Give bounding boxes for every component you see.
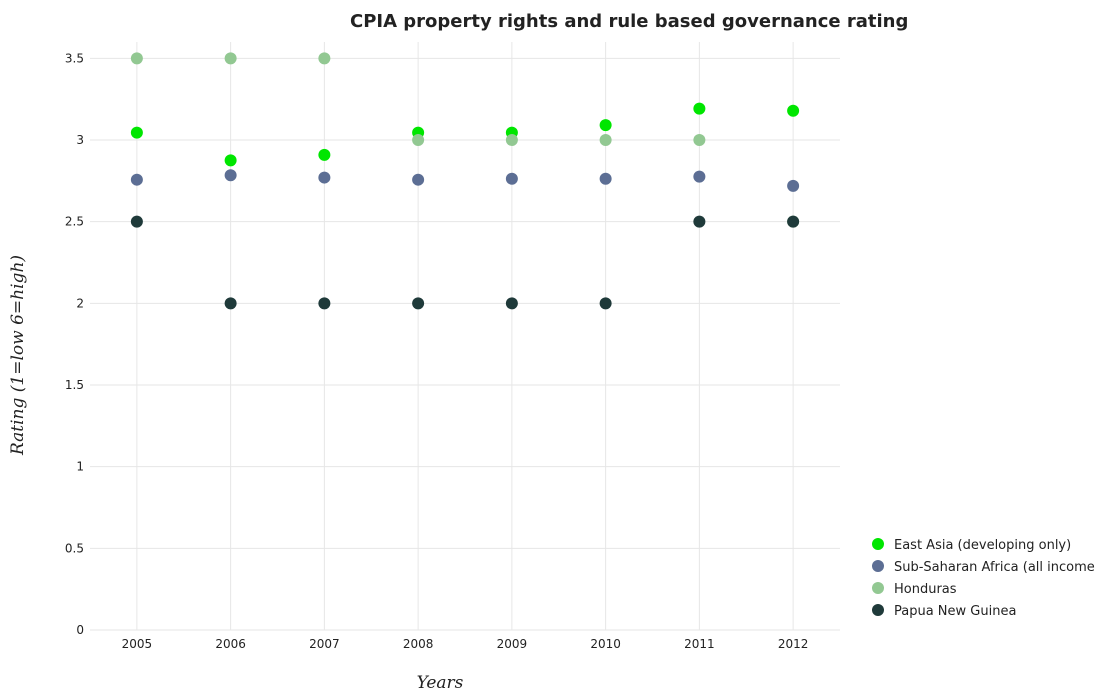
point-series-1 <box>130 173 143 186</box>
point-series-2 <box>412 134 425 146</box>
point-series-0 <box>224 154 237 167</box>
point-series-0 <box>599 119 612 132</box>
data-points <box>130 52 800 310</box>
point-series-2 <box>224 52 237 65</box>
point-series-1 <box>787 179 800 192</box>
x-tick-label: 2008 <box>403 637 434 651</box>
point-series-3 <box>412 297 425 310</box>
point-series-3 <box>224 297 237 310</box>
point-series-3 <box>318 297 331 310</box>
point-series-2 <box>599 134 612 146</box>
x-tick-label: 2005 <box>122 637 153 651</box>
x-axis-label: Years <box>417 673 464 693</box>
legend-marker <box>872 582 884 594</box>
legend-marker <box>872 538 884 550</box>
grid <box>90 42 840 631</box>
point-series-3 <box>693 215 706 228</box>
legend: East Asia (developing only) Sub-Saharan A… <box>872 538 1097 619</box>
y-tick-label: 0 <box>76 623 84 637</box>
point-series-1 <box>505 172 518 185</box>
y-tick-label: 1 <box>76 460 84 474</box>
legend-marker <box>872 604 884 616</box>
legend-label: Honduras <box>894 582 957 597</box>
y-tick-label: 2 <box>76 296 84 310</box>
y-axis-label: Rating (1=low 6=high) <box>8 255 28 456</box>
y-tick-label: 0.5 <box>65 541 84 555</box>
x-tick-label: 2011 <box>684 637 715 651</box>
y-tick-label: 1.5 <box>65 378 84 392</box>
point-series-0 <box>787 104 800 117</box>
point-series-1 <box>318 171 331 184</box>
y-tick-label: 3 <box>76 133 84 147</box>
point-series-3 <box>505 297 518 310</box>
x-tick-label: 2009 <box>497 637 528 651</box>
point-series-1 <box>599 172 612 185</box>
legend-label: East Asia (developing only) <box>894 538 1071 553</box>
y-axis-ticks: 0 0.5 1 1.5 2 2.5 3 3.5 <box>65 51 84 637</box>
point-series-2 <box>693 134 706 146</box>
point-series-1 <box>224 169 237 182</box>
x-axis-ticks: 2005 2006 2007 2008 2009 2010 2011 2012 <box>122 637 809 651</box>
legend-label: Papua New Guinea <box>894 604 1016 619</box>
x-tick-label: 2010 <box>590 637 621 651</box>
point-series-2 <box>505 134 518 146</box>
chart-title: CPIA property rights and rule based gove… <box>350 11 908 32</box>
point-series-0 <box>318 148 331 161</box>
x-tick-label: 2012 <box>778 637 809 651</box>
x-tick-label: 2006 <box>215 637 246 651</box>
legend-marker <box>872 560 884 572</box>
x-tick-label: 2007 <box>309 637 340 651</box>
point-series-0 <box>130 126 143 139</box>
point-series-1 <box>412 173 425 186</box>
point-series-0 <box>693 102 706 115</box>
point-series-2 <box>318 52 331 65</box>
point-series-3 <box>787 215 800 228</box>
point-series-2 <box>130 52 143 65</box>
y-tick-label: 3.5 <box>65 51 84 65</box>
y-tick-label: 2.5 <box>65 215 84 229</box>
legend-label: Sub-Saharan Africa (all income levels) <box>894 560 1097 575</box>
point-series-3 <box>130 215 143 228</box>
point-series-1 <box>693 170 706 183</box>
point-series-3 <box>599 297 612 310</box>
